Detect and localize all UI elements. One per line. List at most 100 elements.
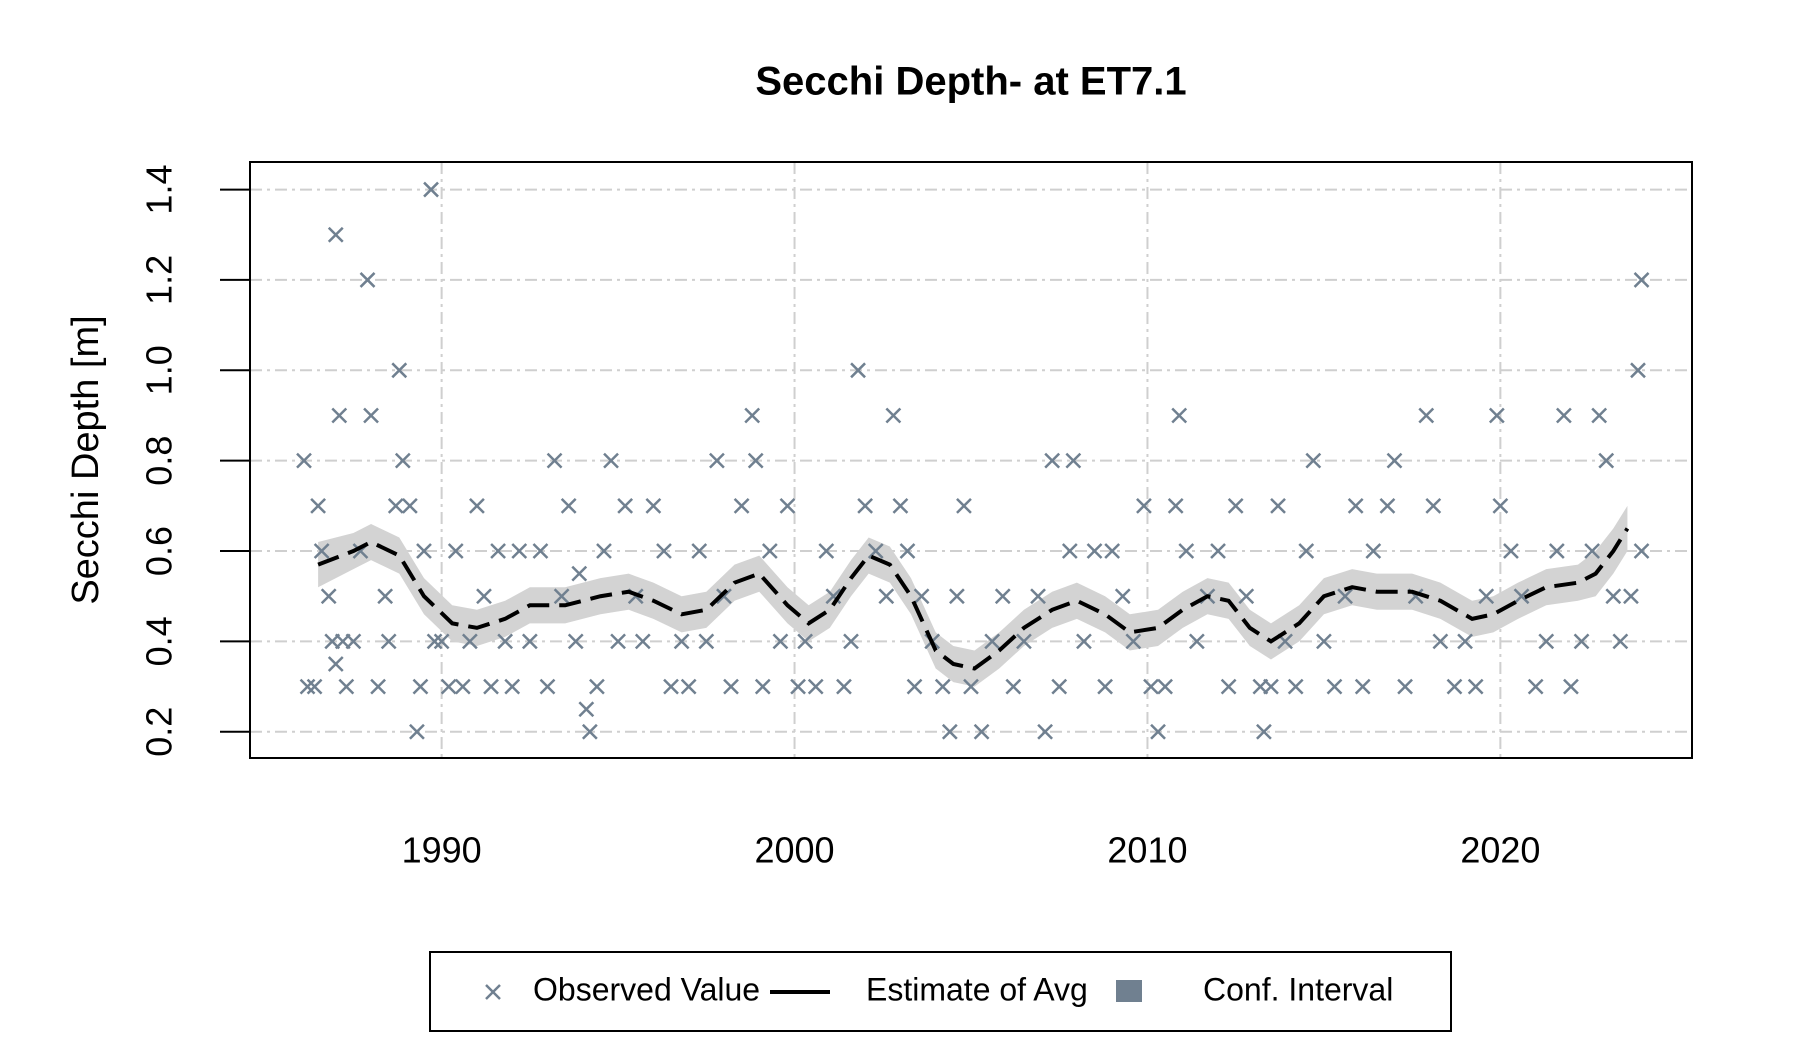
cross-stroke xyxy=(603,452,619,469)
observed-point xyxy=(1623,588,1639,605)
observed-point xyxy=(1097,678,1113,695)
cross-stroke xyxy=(1337,588,1353,605)
observed-point xyxy=(401,497,418,514)
cross-stroke xyxy=(779,497,796,514)
cross-stroke xyxy=(1150,723,1166,740)
observed-point xyxy=(310,497,326,514)
cross-stroke xyxy=(461,633,478,650)
cross-stroke xyxy=(539,678,556,695)
cross-stroke xyxy=(733,497,750,514)
observed-point xyxy=(359,272,376,288)
observed-point xyxy=(454,678,471,695)
cross-stroke xyxy=(345,633,362,650)
cross-stroke xyxy=(825,588,842,605)
cross-stroke xyxy=(476,588,492,605)
observed-point xyxy=(1478,588,1495,605)
observed-point xyxy=(913,588,930,605)
x-tick-label: 2010 xyxy=(1107,830,1187,871)
y-tick-label: 1.2 xyxy=(139,255,180,305)
cross-stroke xyxy=(1210,543,1226,559)
cross-stroke xyxy=(973,723,990,740)
cross-stroke xyxy=(843,633,859,650)
observed-point xyxy=(581,723,598,740)
cross-stroke xyxy=(391,362,408,379)
cross-stroke xyxy=(387,497,404,514)
observed-point xyxy=(338,678,355,695)
observed-point xyxy=(1337,588,1353,605)
observed-point xyxy=(1086,543,1103,559)
cross-stroke xyxy=(754,678,771,695)
observed-point xyxy=(1527,678,1544,695)
cross-stroke xyxy=(1143,678,1159,695)
x-tick-label: 2000 xyxy=(754,830,834,871)
cross-stroke xyxy=(1263,678,1279,695)
observed-point xyxy=(1538,633,1555,650)
cross-stroke xyxy=(610,633,626,650)
observed-point xyxy=(578,701,595,718)
cross-stroke xyxy=(1488,407,1505,424)
cross-stroke xyxy=(1457,633,1473,650)
observed-point xyxy=(1061,543,1078,559)
cross-stroke xyxy=(1612,633,1629,650)
cross-stroke xyxy=(296,452,312,469)
cross-stroke xyxy=(485,984,501,1000)
cross-stroke xyxy=(994,588,1011,605)
observed-point xyxy=(1263,678,1279,695)
cross-stroke xyxy=(885,407,902,424)
cross-stroke xyxy=(412,678,429,695)
observed-point xyxy=(497,633,514,650)
observed-point xyxy=(567,633,584,650)
cross-stroke xyxy=(370,678,386,695)
observed-point xyxy=(1573,633,1590,650)
observed-point xyxy=(539,678,556,695)
observed-point xyxy=(1386,452,1403,469)
cross-stroke xyxy=(1633,272,1650,288)
cross-stroke xyxy=(723,678,739,695)
cross-stroke xyxy=(761,543,778,559)
observed-point xyxy=(1114,588,1131,605)
cross-stroke xyxy=(1425,497,1442,514)
cross-stroke xyxy=(634,633,651,650)
x-tick-label: 2020 xyxy=(1460,830,1540,871)
cross-stroke xyxy=(1220,678,1237,695)
cross-stroke xyxy=(1492,497,1509,514)
observed-point xyxy=(469,497,485,514)
observed-point xyxy=(1633,272,1650,288)
cross-stroke xyxy=(906,678,923,695)
cross-stroke xyxy=(1573,633,1590,650)
observed-point xyxy=(603,452,619,469)
observed-point xyxy=(306,678,323,695)
cross-stroke xyxy=(1104,543,1121,559)
observed-point xyxy=(1143,678,1159,695)
observed-point xyxy=(377,588,394,605)
cross-stroke xyxy=(320,588,337,605)
observed-point xyxy=(1492,497,1509,514)
cross-stroke xyxy=(1188,633,1205,650)
observed-point xyxy=(1425,497,1442,514)
cross-stroke xyxy=(377,588,394,605)
cross-stroke xyxy=(490,543,506,559)
cross-stroke xyxy=(454,678,471,695)
cross-stroke xyxy=(899,543,916,559)
cross-stroke xyxy=(1446,678,1463,695)
cross-stroke xyxy=(1114,588,1131,605)
cross-stroke xyxy=(363,407,379,424)
cross-stroke xyxy=(716,588,732,605)
cross-stroke xyxy=(1633,543,1650,559)
cross-stroke xyxy=(1270,497,1286,514)
observed-point xyxy=(511,543,528,559)
cross-stroke xyxy=(401,497,418,514)
observed-point xyxy=(1503,543,1519,559)
cross-stroke xyxy=(299,678,316,695)
y-tick-label: 0.2 xyxy=(139,707,180,757)
cross-stroke xyxy=(1556,407,1572,424)
cross-stroke xyxy=(483,678,499,695)
observed-point xyxy=(327,656,344,672)
observed-point xyxy=(691,543,708,559)
observed-point xyxy=(423,181,439,198)
cross-stroke xyxy=(447,543,464,559)
cross-stroke xyxy=(394,452,411,469)
cross-stroke xyxy=(532,543,549,559)
observed-point xyxy=(483,678,499,695)
observed-point xyxy=(1238,588,1255,605)
